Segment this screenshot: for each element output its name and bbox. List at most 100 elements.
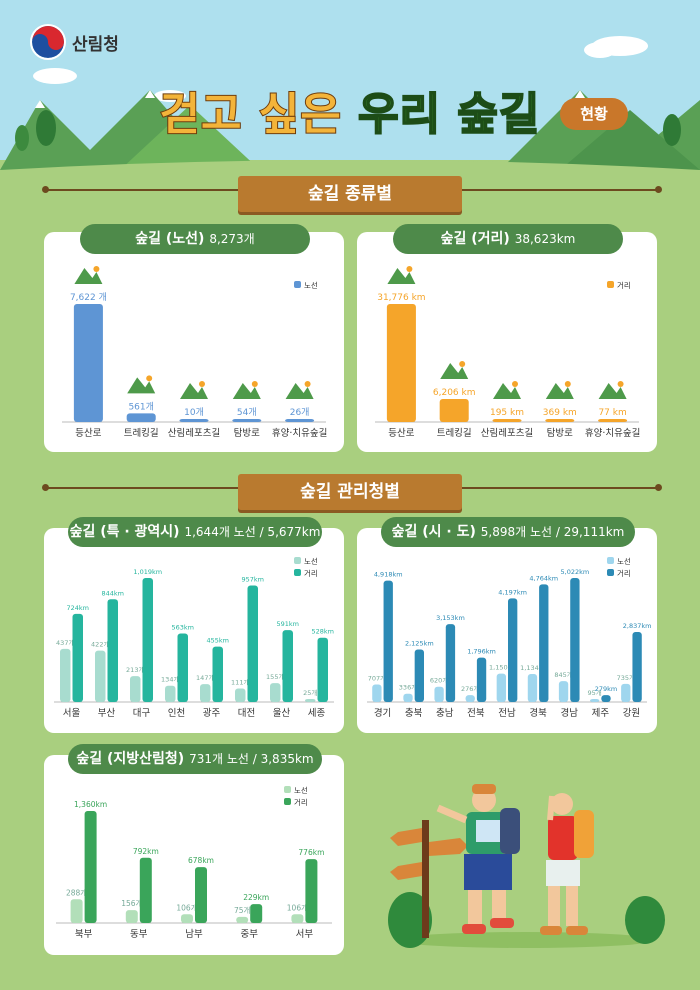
legend-label: 거리 xyxy=(294,798,308,807)
x-tick-label: 트레킹길 xyxy=(124,427,159,439)
x-tick-label: 전남 xyxy=(498,708,516,719)
data-label: 1,134개 xyxy=(520,663,545,672)
bar-거리 xyxy=(539,584,549,702)
data-label: 620개 xyxy=(430,676,448,685)
data-label: 195 km xyxy=(490,408,524,418)
chart-subtitle: 8,273개 xyxy=(209,232,255,246)
trail-icon xyxy=(127,375,156,394)
data-label: 4,918km xyxy=(374,571,403,579)
data-label: 336개 xyxy=(399,683,417,692)
trail-icon xyxy=(387,266,416,284)
title-part1: 걷고 싶은 xyxy=(159,88,342,141)
bar-거리 xyxy=(142,578,153,702)
section-title-type: 숲길 종류별 xyxy=(238,176,462,212)
data-label: 1,150개 xyxy=(489,663,514,672)
data-label: 134개 xyxy=(161,675,179,684)
bar-노선 xyxy=(232,419,262,422)
mountain-icon xyxy=(74,268,103,284)
bar-거리 xyxy=(282,630,293,702)
mountain-icon xyxy=(598,383,627,399)
agency-name: 산림청 xyxy=(72,34,119,55)
bar-거리 xyxy=(212,646,223,702)
legend-swatch xyxy=(294,281,301,288)
bar-노선 xyxy=(200,684,211,702)
legend-label: 거리 xyxy=(617,281,631,290)
data-label: 561개 xyxy=(128,401,153,412)
landscape-illustration xyxy=(0,36,700,170)
bar-노선 xyxy=(165,685,176,702)
chart-title-distance: 숲길 (거리) 38,623km xyxy=(393,224,623,254)
chart-title: 숲길 (노선) xyxy=(135,231,205,247)
bar-노선 xyxy=(527,674,538,702)
bar-노선 xyxy=(70,899,83,923)
mountain-icon xyxy=(180,383,208,399)
x-tick-label: 대구 xyxy=(133,708,151,719)
x-tick-label: 등산로 xyxy=(75,428,101,439)
bar-거리 xyxy=(476,657,487,702)
trail-icon xyxy=(493,381,521,399)
bar-노선 xyxy=(125,910,138,923)
data-label: 792km xyxy=(133,847,159,856)
x-tick-label: 등산로 xyxy=(388,428,414,439)
x-tick-label: 서울 xyxy=(63,708,81,719)
bar-노선 xyxy=(60,648,71,702)
legend-swatch xyxy=(294,569,301,576)
x-tick-label: 산림레포츠길 xyxy=(168,427,220,439)
data-label: 776km xyxy=(298,848,324,857)
x-tick-label: 울산 xyxy=(273,708,291,719)
bar-노선 xyxy=(95,650,106,702)
sun-icon xyxy=(93,266,100,272)
hikers-illustration xyxy=(388,784,665,948)
divider-dot xyxy=(42,186,49,193)
data-label: 5,022km xyxy=(561,568,590,576)
sun-icon xyxy=(564,381,571,387)
bar-노선 xyxy=(558,681,569,702)
mountain-icon xyxy=(493,383,521,399)
title-part2: 우리 숲길 xyxy=(357,88,541,141)
taegeuk-emblem-icon xyxy=(30,24,66,60)
bar-거리 xyxy=(601,695,611,702)
legend-swatch xyxy=(294,557,301,564)
data-label: 54개 xyxy=(237,407,257,418)
sun-icon xyxy=(199,381,205,387)
chart-title: 숲길 (시 · 도) xyxy=(391,524,476,540)
data-label: 2,837km xyxy=(623,622,652,630)
mountain-icon xyxy=(545,383,574,399)
x-tick-label: 산림레포츠길 xyxy=(481,427,533,439)
bar-거리 xyxy=(139,857,152,923)
sun-icon xyxy=(304,381,311,387)
divider-dot xyxy=(655,186,662,193)
legend-swatch xyxy=(284,798,291,805)
x-tick-label: 대전 xyxy=(238,708,255,719)
chart-province: 경기 707개 4,918km 충북 336개 2,125km 충남 620개 3,153km 전… xyxy=(367,557,652,719)
trail-icon xyxy=(545,381,574,399)
data-label: 369 km xyxy=(543,408,577,418)
bar-거리 xyxy=(445,624,456,702)
chart-card-metro xyxy=(44,528,344,733)
data-label: 7,622 개 xyxy=(70,292,107,303)
bar-거리 xyxy=(632,631,642,702)
x-tick-label: 서부 xyxy=(296,929,314,940)
x-tick-label: 제주 xyxy=(592,708,610,719)
page-title: 걷고 싶은 우리 숲길 xyxy=(0,78,700,142)
x-tick-label: 세종 xyxy=(308,708,326,719)
data-label: 106개 xyxy=(287,902,308,912)
data-label: 1,796km xyxy=(467,648,496,656)
chart-regional: 북부 288개 1,360km 동부 156개 792km 남부 106개 678km 중부 75개… xyxy=(56,786,332,940)
x-tick-label: 트레킹길 xyxy=(437,427,472,439)
x-tick-label: 경남 xyxy=(560,707,578,719)
bar-거리 xyxy=(305,859,318,923)
bar-거리 xyxy=(317,637,328,702)
trail-icon xyxy=(180,381,208,399)
x-tick-label: 휴양·치유숲길 xyxy=(585,427,640,439)
bar-거리 xyxy=(250,904,263,923)
chart-title-routes: 숲길 (노선) 8,273개 xyxy=(80,224,310,254)
bar-거리 xyxy=(195,867,207,923)
divider-dot xyxy=(655,484,662,491)
bar-노선 xyxy=(73,304,103,422)
chart-title: 숲길 (거리) xyxy=(440,231,510,247)
sun-icon xyxy=(406,266,413,272)
trail-icon xyxy=(74,266,103,284)
bar-거리 xyxy=(598,419,628,422)
